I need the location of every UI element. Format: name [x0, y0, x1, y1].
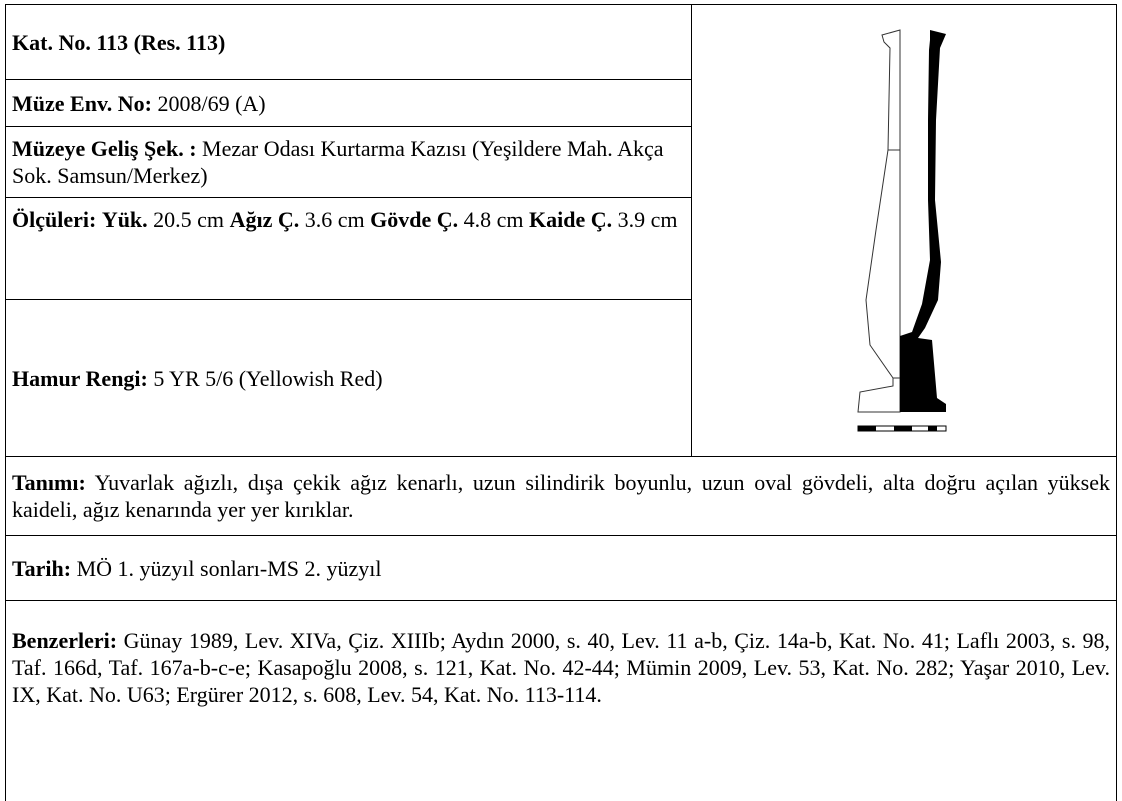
drawing-cell [691, 4, 1117, 457]
label: Yük. [101, 207, 148, 232]
value: Günay 1989, Lev. XIVa, Çiz. XIIIb; Aydın… [12, 628, 1111, 707]
measurements-cell: Ölçüleri: Yük. 20.5 cm Ağız Ç. 3.6 cm Gö… [5, 197, 692, 300]
value: 4.8 cm [463, 207, 524, 232]
inventory-cell: Müze Env. No: 2008/69 (A) [5, 79, 692, 127]
title: Kat. No. 113 (Res. 113) [12, 29, 226, 55]
label: Kaide Ç. [529, 207, 613, 232]
description-cell: Tanımı: Yuvarlak ağızlı, dışa çekik ağız… [5, 456, 1117, 536]
label: Müzeye Geliş Şek. : [12, 136, 197, 161]
clay-cell: Hamur Rengi: 5 YR 5/6 (Yellowish Red) [5, 299, 692, 457]
value: 20.5 cm [153, 207, 225, 232]
label: Tanımı: [12, 470, 86, 495]
date-cell: Tarih: MÖ 1. yüzyıl sonları-MS 2. yüzyıl [5, 535, 1117, 601]
label: Tarih: [12, 555, 72, 581]
label: Müze Env. No: [12, 90, 152, 116]
value: 3.9 cm [617, 207, 678, 232]
value: MÖ 1. yüzyıl sonları-MS 2. yüzyıl [76, 555, 382, 581]
parallels-cell: Benzerleri: Günay 1989, Lev. XIVa, Çiz. … [5, 600, 1117, 801]
catalog-table: Kat. No. 113 (Res. 113) Müze Env. No: 20… [5, 4, 1117, 801]
label: Hamur Rengi: [12, 365, 148, 391]
acquisition-cell: Müzeye Geliş Şek. : Mezar Odası Kurtarma… [5, 126, 692, 198]
value: 3.6 cm [304, 207, 365, 232]
value: Mezar Odası Kurtarma Kazısı (Yeşildere M… [12, 136, 664, 188]
label: Ağız Ç. [229, 207, 300, 232]
value: 2008/69 (A) [157, 90, 266, 116]
title-cell: Kat. No. 113 (Res. 113) [5, 4, 692, 80]
value: Yuvarlak ağızlı, dışa çekik ağız kenarlı… [12, 470, 1110, 522]
label: Benzerleri: [12, 628, 118, 653]
label: Gövde Ç. [370, 207, 459, 232]
label: Ölçüleri: [12, 207, 97, 232]
value: 5 YR 5/6 (Yellowish Red) [153, 365, 383, 391]
